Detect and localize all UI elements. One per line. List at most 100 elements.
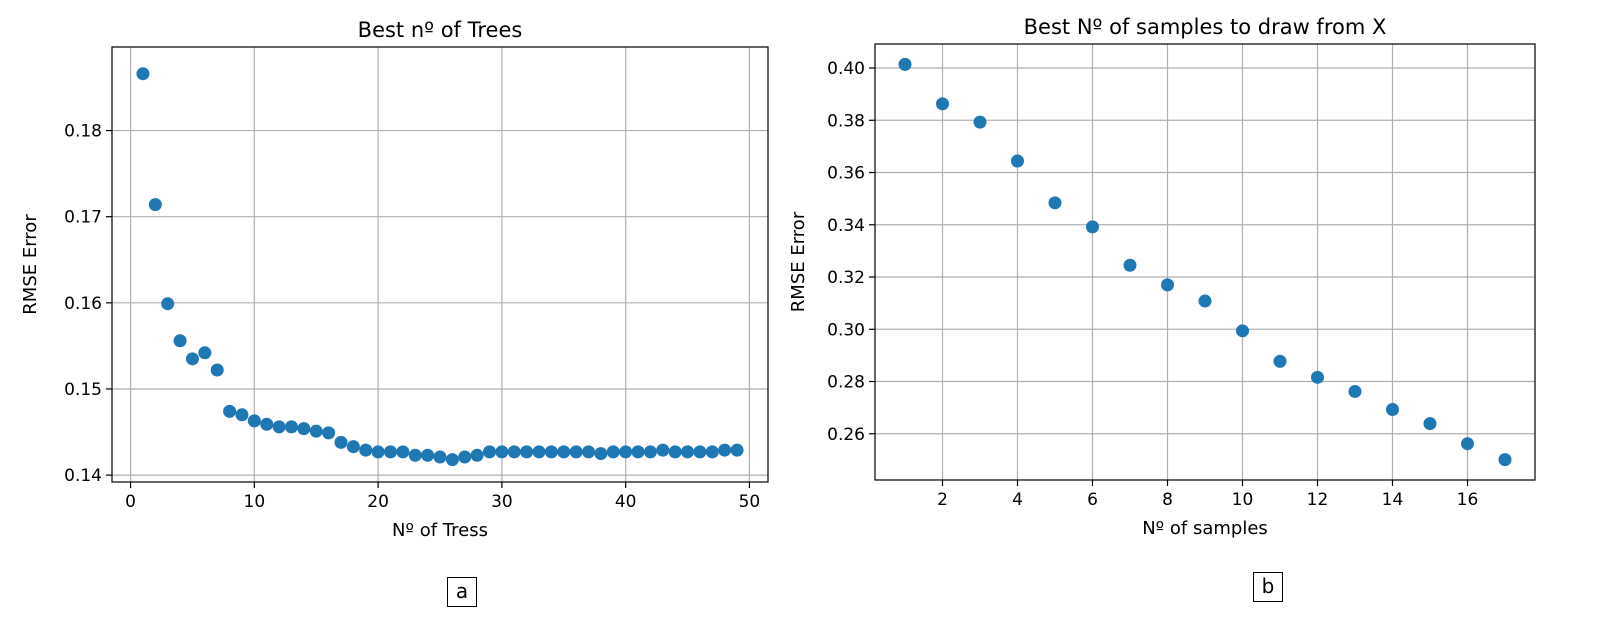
data-point xyxy=(445,453,459,467)
data-point xyxy=(346,440,360,454)
data-point xyxy=(569,445,583,459)
data-point xyxy=(606,445,620,459)
data-point xyxy=(643,445,657,459)
data-point xyxy=(681,445,695,459)
x-tick-label: 50 xyxy=(739,492,761,512)
data-point xyxy=(334,435,348,449)
data-point xyxy=(705,445,719,459)
chart-a: 0 10 20 30 40 50 0.14 0.15 0.16 0.17 0.18 Best nº o… xyxy=(20,18,769,541)
x-tick-label: 30 xyxy=(491,492,513,512)
data-point xyxy=(1498,453,1512,467)
data-point xyxy=(470,448,484,462)
x-tick-label: 10 xyxy=(244,492,266,512)
data-point xyxy=(173,334,187,348)
data-point xyxy=(1273,354,1287,368)
data-point xyxy=(210,363,224,377)
y-tick-label: 0.32 xyxy=(827,268,865,288)
data-point xyxy=(235,408,249,422)
data-point xyxy=(730,443,744,457)
data-point xyxy=(148,198,162,212)
data-point xyxy=(198,346,212,360)
chart-title: Best nº of Trees xyxy=(358,18,523,42)
data-point xyxy=(557,445,571,459)
plot-frame xyxy=(874,43,1536,481)
y-tick-label: 0.30 xyxy=(827,320,865,340)
x-tick-label: 6 xyxy=(1087,490,1098,510)
data-point xyxy=(1311,370,1324,384)
data-point xyxy=(594,447,608,461)
x-tick-label: 20 xyxy=(367,492,389,512)
data-point xyxy=(309,424,323,438)
data-point xyxy=(408,448,422,462)
data-point xyxy=(371,445,385,459)
data-point xyxy=(898,57,912,71)
data-point xyxy=(247,414,261,428)
y-tick-label: 0.26 xyxy=(827,425,865,445)
data-point xyxy=(718,443,732,457)
data-point xyxy=(520,445,534,459)
data-point xyxy=(1086,220,1099,234)
data-point xyxy=(421,448,435,462)
data-point xyxy=(1161,278,1174,292)
x-tick-label: 8 xyxy=(1162,490,1173,510)
y-tick-label: 0.34 xyxy=(827,216,865,236)
data-point xyxy=(284,420,298,434)
x-tick-label: 4 xyxy=(1012,490,1023,510)
chart-b: 2 4 6 8 10 12 14 16 0.26 0.28 0.30 0.32 0.34 0.36 0.38… xyxy=(788,15,1536,539)
y-tick-label: 0.28 xyxy=(827,373,865,393)
data-point xyxy=(136,67,150,81)
y-tick-label: 0.14 xyxy=(64,466,102,486)
y-tick-label: 0.17 xyxy=(64,208,102,228)
y-tick-label: 0.36 xyxy=(827,164,865,184)
chart-title: Best Nº of samples to draw from X xyxy=(1024,15,1387,39)
x-tick-label: 0 xyxy=(125,492,136,512)
data-point xyxy=(656,443,670,457)
plot-frame xyxy=(111,46,769,483)
y-tick-label: 0.40 xyxy=(827,59,865,79)
data-point xyxy=(483,445,497,459)
data-point xyxy=(1386,402,1399,416)
y-axis-label: RMSE Error xyxy=(788,211,809,312)
data-point xyxy=(1236,324,1249,338)
data-point xyxy=(433,450,447,464)
y-tick-label: 0.16 xyxy=(64,294,102,314)
data-point xyxy=(359,443,373,457)
y-axis-label: RMSE Error xyxy=(20,214,41,315)
data-point xyxy=(1198,294,1212,308)
data-point xyxy=(668,445,682,459)
data-point xyxy=(383,445,397,459)
data-point xyxy=(495,445,509,459)
y-tick-label: 0.18 xyxy=(64,122,102,142)
y-tick-label: 0.15 xyxy=(64,380,102,400)
x-tick-label: 16 xyxy=(1457,490,1479,510)
panel-label-a: a xyxy=(447,577,477,607)
data-point xyxy=(973,115,987,129)
x-axis-label: Nº of Tress xyxy=(392,520,488,541)
data-point xyxy=(619,445,633,459)
data-point xyxy=(936,97,949,111)
data-point xyxy=(1123,258,1137,272)
data-point xyxy=(223,404,237,418)
data-point xyxy=(161,297,175,311)
data-point xyxy=(1461,437,1474,451)
x-tick-label: 40 xyxy=(615,492,637,512)
data-point xyxy=(693,445,707,459)
data-point xyxy=(631,445,645,459)
data-point xyxy=(272,420,286,434)
y-tick-label: 0.38 xyxy=(827,111,865,131)
data-point xyxy=(507,445,521,459)
x-tick-label: 12 xyxy=(1307,490,1329,510)
data-point xyxy=(297,422,311,436)
x-tick-label: 10 xyxy=(1232,490,1254,510)
data-point xyxy=(396,445,410,459)
data-point xyxy=(1048,196,1062,210)
panel-label-b: b xyxy=(1253,572,1283,602)
data-point xyxy=(260,417,274,431)
data-point xyxy=(532,445,546,459)
data-point xyxy=(544,445,558,459)
data-point xyxy=(185,352,199,366)
x-tick-label: 2 xyxy=(937,490,948,510)
x-axis-label: Nº of samples xyxy=(1142,518,1268,539)
data-point xyxy=(1348,384,1362,398)
